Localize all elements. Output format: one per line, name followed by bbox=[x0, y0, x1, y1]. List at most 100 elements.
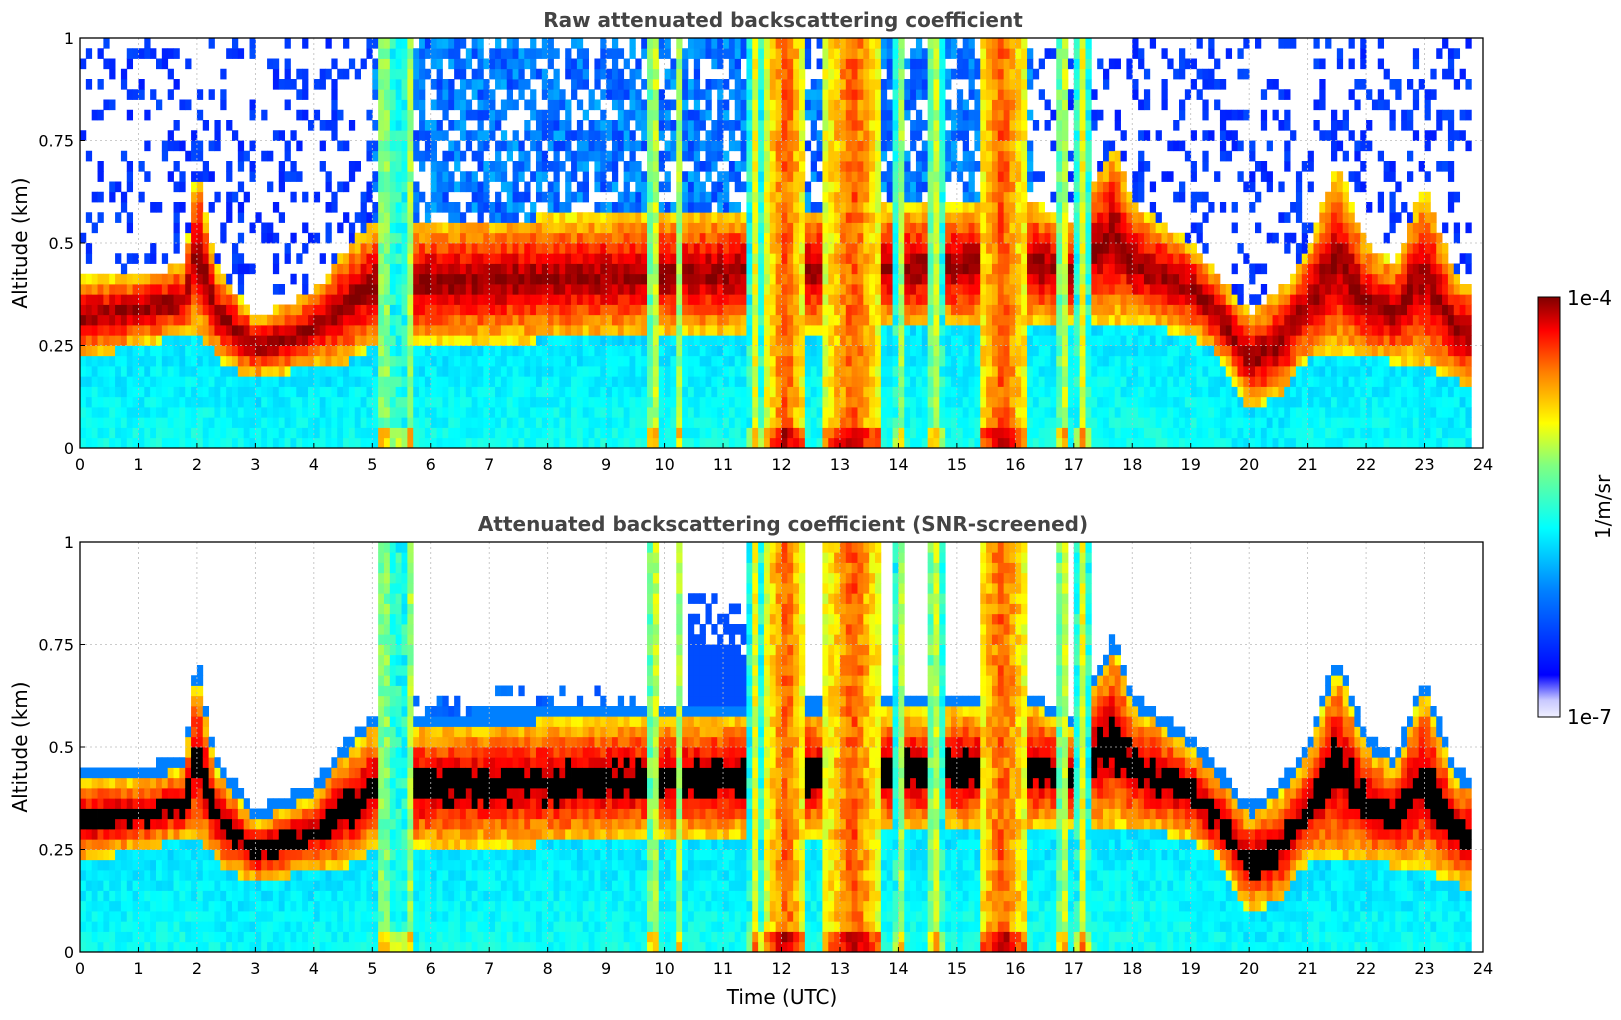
heatmap-cell bbox=[974, 253, 981, 264]
heatmap-cell bbox=[834, 437, 841, 449]
heatmap-cell bbox=[272, 232, 280, 244]
heatmap-cell bbox=[623, 314, 630, 326]
heatmap-cell bbox=[845, 89, 853, 100]
heatmap-cell bbox=[559, 161, 566, 172]
heatmap-cell bbox=[699, 38, 706, 49]
heatmap-cell bbox=[191, 284, 198, 295]
heatmap-cell bbox=[413, 263, 420, 275]
heatmap-cell bbox=[863, 335, 870, 346]
heatmap-cell bbox=[962, 355, 969, 367]
heatmap-cell bbox=[839, 263, 847, 275]
heatmap-cell bbox=[214, 386, 221, 398]
heatmap-cell bbox=[927, 407, 934, 418]
heatmap-cell bbox=[845, 150, 853, 162]
heatmap-cell bbox=[500, 79, 508, 90]
heatmap-cell bbox=[968, 161, 975, 172]
heatmap-cell bbox=[763, 273, 771, 285]
heatmap-cell bbox=[799, 212, 806, 223]
heatmap-cell bbox=[617, 191, 625, 203]
heatmap-cell bbox=[600, 294, 607, 305]
heatmap-cell bbox=[600, 386, 607, 398]
heatmap-cell bbox=[635, 89, 642, 100]
heatmap-cell bbox=[927, 366, 934, 377]
heatmap-cell bbox=[711, 38, 718, 49]
heatmap-cell bbox=[769, 48, 777, 59]
heatmap-cell bbox=[641, 243, 648, 254]
heatmap-cell bbox=[541, 304, 549, 316]
heatmap-cell bbox=[272, 437, 280, 449]
heatmap-cell bbox=[933, 222, 940, 234]
heatmap-cell bbox=[839, 325, 847, 336]
heatmap-cell bbox=[85, 284, 93, 295]
heatmap-cell bbox=[337, 417, 344, 428]
heatmap-cell bbox=[734, 181, 741, 193]
heatmap-cell bbox=[822, 79, 829, 90]
heatmap-cell bbox=[191, 171, 198, 182]
heatmap-cell bbox=[968, 38, 975, 49]
heatmap-cell bbox=[553, 89, 560, 100]
heatmap-cell bbox=[851, 79, 858, 90]
heatmap-cell bbox=[506, 191, 513, 203]
heatmap-cell bbox=[892, 150, 899, 162]
heatmap-cell bbox=[161, 284, 169, 295]
heatmap-cell bbox=[787, 140, 794, 152]
heatmap-cell bbox=[723, 222, 730, 234]
heatmap-cell bbox=[354, 345, 361, 357]
heatmap-cell bbox=[565, 243, 572, 254]
heatmap-cell bbox=[565, 345, 572, 357]
heatmap-cell bbox=[740, 243, 747, 254]
heatmap-cell bbox=[571, 150, 578, 162]
heatmap-cell bbox=[705, 396, 712, 408]
heatmap-cell bbox=[793, 417, 800, 428]
heatmap-cell bbox=[343, 366, 350, 377]
heatmap-cell bbox=[611, 335, 619, 346]
heatmap-cell bbox=[138, 376, 145, 387]
heatmap-cell bbox=[196, 437, 204, 449]
heatmap-cell bbox=[728, 345, 736, 357]
heatmap-cell bbox=[781, 325, 788, 336]
heatmap-cell bbox=[945, 48, 952, 59]
heatmap-cell bbox=[179, 407, 186, 418]
heatmap-cell bbox=[968, 314, 975, 326]
heatmap-cell bbox=[980, 150, 987, 162]
heatmap-cell bbox=[769, 140, 777, 152]
heatmap-cell bbox=[500, 437, 508, 449]
heatmap-cell bbox=[132, 294, 139, 305]
heatmap-cell bbox=[746, 396, 753, 408]
heatmap-cell bbox=[541, 243, 549, 254]
heatmap-cell bbox=[799, 181, 806, 193]
heatmap-cell bbox=[746, 48, 753, 59]
heatmap-cell bbox=[886, 427, 893, 439]
heatmap-cell bbox=[547, 89, 554, 100]
heatmap-cell bbox=[220, 355, 227, 367]
heatmap-cell bbox=[389, 140, 397, 152]
heatmap-cell bbox=[524, 396, 531, 408]
heatmap-cell bbox=[956, 427, 964, 439]
heatmap-cell bbox=[541, 109, 549, 121]
heatmap-cell bbox=[307, 355, 315, 367]
heatmap-cell bbox=[506, 366, 513, 377]
heatmap-cell bbox=[191, 314, 198, 326]
heatmap-cell bbox=[471, 396, 478, 408]
heatmap-cell bbox=[454, 140, 461, 152]
heatmap-cell bbox=[687, 89, 695, 100]
heatmap-cell bbox=[828, 355, 835, 367]
heatmap-cell bbox=[261, 386, 268, 398]
heatmap-cell bbox=[401, 191, 408, 203]
heatmap-cell bbox=[249, 109, 256, 121]
heatmap-cell bbox=[939, 38, 946, 49]
heatmap-cell bbox=[682, 222, 689, 234]
heatmap-cell bbox=[617, 99, 625, 111]
heatmap-cell bbox=[822, 427, 829, 439]
heatmap-cell bbox=[962, 284, 969, 295]
heatmap-cell bbox=[921, 150, 929, 162]
heatmap-cell bbox=[869, 140, 876, 152]
heatmap-cell bbox=[424, 355, 432, 367]
heatmap-cell bbox=[307, 386, 315, 398]
heatmap-cell bbox=[167, 284, 174, 295]
heatmap-cell bbox=[120, 417, 128, 428]
heatmap-cell bbox=[951, 68, 958, 80]
heatmap-cell bbox=[588, 273, 595, 285]
heatmap-cell bbox=[793, 48, 800, 59]
heatmap-cell bbox=[693, 407, 701, 418]
